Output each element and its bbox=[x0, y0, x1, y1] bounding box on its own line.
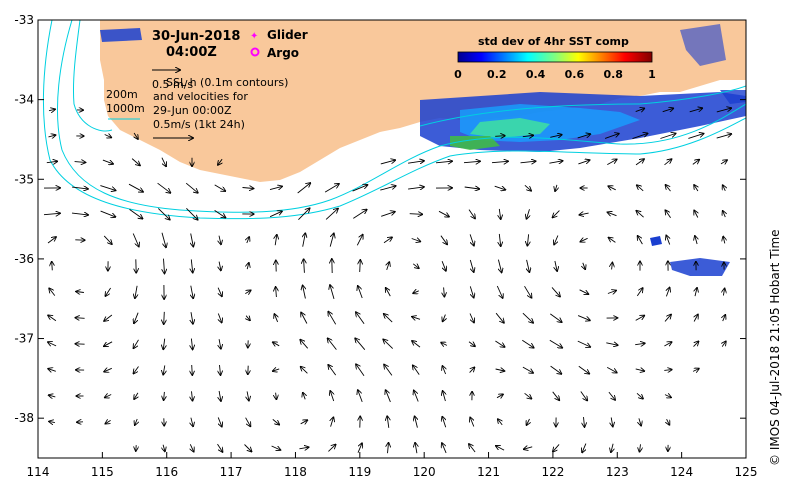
x-tick-label: 119 bbox=[348, 465, 371, 479]
map-time: 04:00Z bbox=[166, 45, 217, 60]
x-tick-label: 124 bbox=[670, 465, 693, 479]
x-tick-label: 118 bbox=[284, 465, 307, 479]
colorbar-tick-label: 0.8 bbox=[603, 68, 623, 81]
velocity-arrow bbox=[52, 262, 53, 271]
depth-1000-label: 1000m bbox=[106, 102, 145, 115]
y-tick-label: -37 bbox=[14, 332, 34, 346]
velocity-arrow bbox=[495, 136, 505, 137]
colorbar-tick-label: 0 bbox=[454, 68, 462, 81]
velocity-arrow bbox=[192, 365, 193, 375]
velocity-arrow bbox=[410, 214, 423, 215]
y-tick-label: -34 bbox=[14, 93, 34, 107]
y-tick-label: -33 bbox=[14, 13, 34, 27]
colorbar-title: std dev of 4hr SST comp bbox=[478, 35, 629, 48]
colorbar-tick-label: 0.4 bbox=[526, 68, 546, 81]
y-tick-label: -35 bbox=[14, 172, 34, 186]
colorbar bbox=[458, 52, 652, 62]
y-tick-label: -38 bbox=[14, 411, 34, 425]
x-tick-label: 125 bbox=[735, 465, 758, 479]
colorbar-tick-label: 0.6 bbox=[565, 68, 585, 81]
x-tick-label: 121 bbox=[477, 465, 500, 479]
colorbar-tick-label: 0.2 bbox=[487, 68, 507, 81]
x-tick-label: 115 bbox=[91, 465, 114, 479]
sla-line-1: SSL h (0.1m contours) bbox=[166, 76, 288, 89]
glider-marker-icon: ✦ bbox=[250, 31, 258, 42]
x-tick-label: 114 bbox=[27, 465, 50, 479]
colorbar-tick-label: 1 bbox=[648, 68, 656, 81]
y-tick-label: -36 bbox=[14, 252, 34, 266]
depth-200-label: 200m bbox=[106, 88, 138, 101]
glider-legend-label: Glider bbox=[267, 28, 308, 42]
sla-line-2: and velocities for bbox=[153, 90, 248, 103]
x-tick-label: 122 bbox=[541, 465, 564, 479]
x-tick-label: 117 bbox=[220, 465, 243, 479]
argo-legend-label: Argo bbox=[267, 46, 299, 60]
x-tick-label: 120 bbox=[413, 465, 436, 479]
sla-line-3: 29-Jun 00:00Z bbox=[153, 104, 232, 117]
map-date: 30-Jun-2018 bbox=[152, 29, 240, 44]
velocity-arrow bbox=[164, 312, 165, 324]
velocity-arrow bbox=[75, 318, 84, 319]
x-tick-label: 123 bbox=[606, 465, 629, 479]
sla-line-4: 0.5m/s (1kt 24h) bbox=[153, 118, 245, 131]
velocity-arrow bbox=[360, 260, 361, 272]
x-tick-label: 116 bbox=[155, 465, 178, 479]
credit-text: © IMOS 04-Jul-2018 21:05 Hobart Time bbox=[768, 229, 782, 466]
